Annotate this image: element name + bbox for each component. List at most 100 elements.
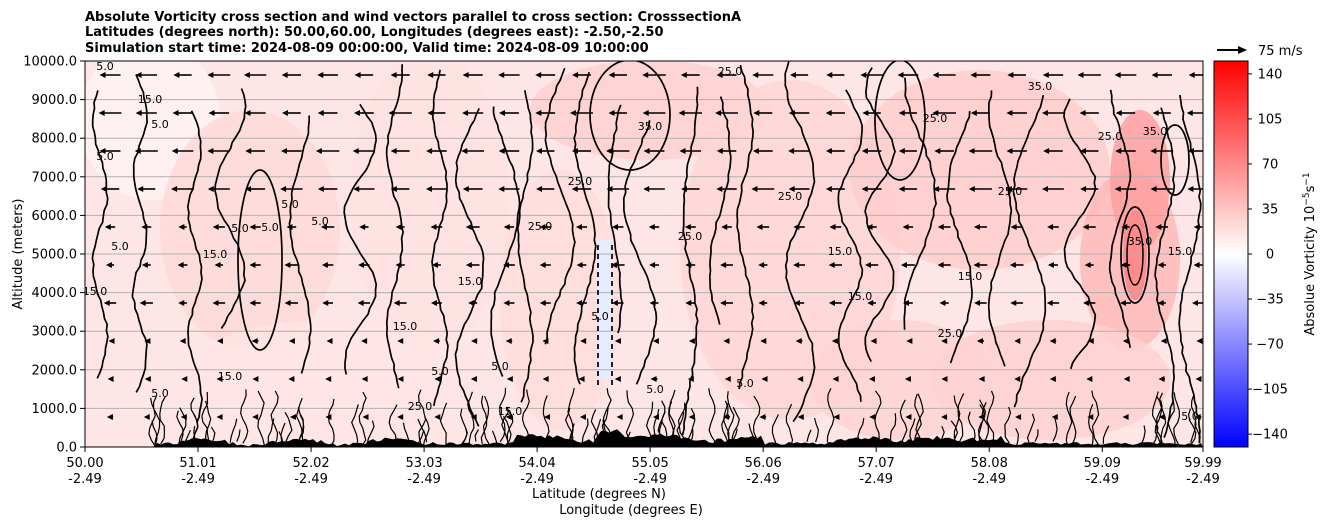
wind-vector [1115,110,1136,116]
y-tick-label: 6000.0 [32,209,78,224]
contour-loop-inner [1126,224,1144,286]
quiver-key: 75 m/s [1217,44,1303,59]
wind-vector [397,414,404,420]
wind-vector [898,110,917,116]
wind-vector [135,72,158,78]
chart-title-line-1: Absolute Vorticity cross section and win… [85,10,741,25]
wind-vector [724,376,731,382]
wind-vector [207,186,230,192]
wind-vector [978,414,985,420]
contour-label: 5.0 [281,198,299,211]
wind-vector [789,72,809,78]
wind-vector [171,148,194,154]
wind-vector [862,110,881,116]
wind-vector [720,262,733,268]
contour-line-surface [201,391,210,447]
wind-vector [216,414,223,420]
wind-vector [569,110,593,116]
wind-vector [1150,186,1173,192]
wind-vector [251,338,259,344]
wind-vector [141,262,151,268]
wind-vector [539,300,551,306]
wind-vector [571,148,592,154]
contour-line [784,61,816,423]
wind-vector [679,148,702,154]
x-tick-label-longitude: -2.49 [294,472,328,487]
contour-loop [874,61,926,181]
wind-vector [608,110,627,116]
contour-line-surface [467,391,475,446]
wind-vector [759,414,767,420]
field-patch [350,61,510,350]
wind-vector [357,300,371,306]
contour-line [91,90,109,379]
colorbar-label-exp: −5 [1302,192,1312,205]
contour-line-surface [176,410,184,447]
wind-vector [320,224,335,230]
wind-vector [505,338,513,344]
wind-vector [181,376,188,382]
contour-line-surface [874,390,882,445]
contour-label: 15.0 [458,275,483,288]
wind-vector [178,300,187,306]
wind-vector [932,110,956,116]
wind-vector [788,186,810,192]
wind-vector [1007,72,1026,78]
contour-line-surface [978,404,986,447]
contour-label: 25.0 [528,220,553,233]
wind-vector [431,262,441,268]
wind-vector [793,224,805,230]
wind-vector [973,224,987,230]
y-tick-label: 4000.0 [32,286,78,301]
wind-vector [1046,300,1060,306]
y-axis: 0.0 1000.0 2000.0 3000.0 4000.0 5000.0 6000.0 7… [23,55,85,456]
wind-vector [171,186,195,192]
wind-vector [1041,110,1064,116]
field-patch [810,320,990,440]
wind-vector [397,376,404,382]
contour-line-surface [1151,391,1159,446]
wind-vector [684,224,696,230]
contour-line-surface [159,395,167,445]
x-tick-label-longitude: -2.49 [68,472,102,487]
wind-vector [506,376,513,382]
wind-vector [430,300,442,306]
wind-vector [614,338,621,344]
x-tick-label-longitude: -2.49 [633,472,667,487]
wind-vector [252,376,259,382]
contour-line-surface [151,420,158,445]
wind-vector [1079,148,1099,154]
contour-line [1154,107,1176,438]
wind-vector [968,148,993,154]
wind-vector [104,224,116,230]
contour-label: 5.0 [96,150,114,163]
wind-vector [433,338,440,344]
x-axis: 50.00-2.4951.01-2.4952.02-2.4953.03-2.49… [66,447,1222,487]
x-tick-label-latitude: 55.05 [632,456,669,471]
wind-vector [286,224,297,230]
contour-line-surface [690,429,694,442]
wind-vector [571,186,592,192]
wind-vector [434,376,441,382]
wind-vector [1014,376,1021,382]
wind-vector [1115,148,1136,154]
wind-vector [535,72,556,78]
contour-label: 35.0 [638,120,663,133]
y-tick-label: 3000.0 [32,325,78,340]
wind-vector [1087,414,1094,420]
y-tick-label: 2000.0 [32,363,78,378]
contour-line-surface [267,418,275,443]
wind-vector [643,186,665,192]
wind-vector [1010,300,1024,306]
wind-vector [1006,110,1027,116]
wind-vector [214,262,224,268]
wind-vector [611,224,624,230]
contour-line-surface [1190,394,1197,443]
contour-label: 5.0 [431,365,449,378]
wind-vector [498,110,519,116]
wind-vector [937,262,951,268]
contour-line-surface [1173,392,1181,447]
wind-vector [829,224,842,230]
wind-vector [1087,338,1094,344]
contour-loop [1160,124,1190,196]
